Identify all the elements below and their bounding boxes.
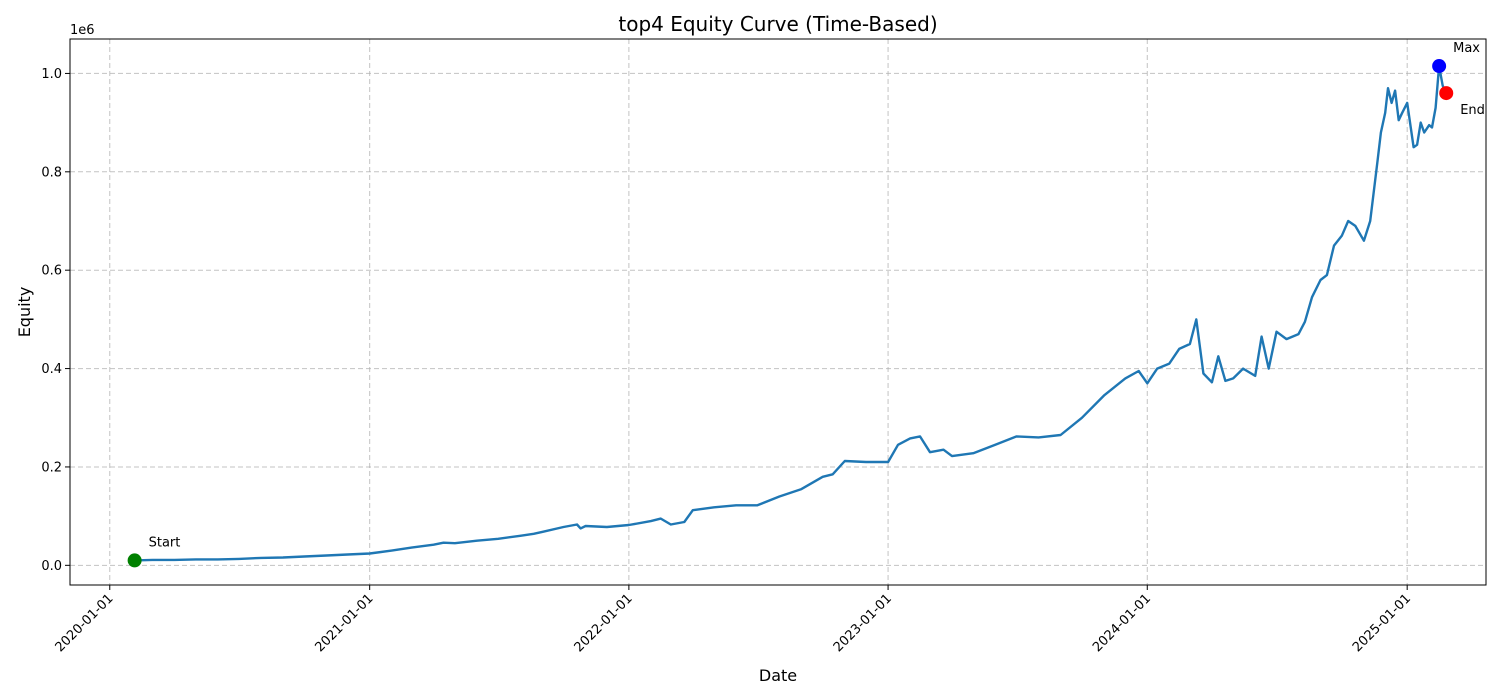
max-annotation: Max <box>1453 41 1480 56</box>
x-tick-label: 2025-01-01 <box>1350 591 1414 655</box>
chart-title: top4 Equity Curve (Time-Based) <box>618 12 937 36</box>
x-axis-label: Date <box>759 666 797 685</box>
y-tick-label: 0.2 <box>41 460 62 475</box>
x-tick-label: 2024-01-01 <box>1090 591 1154 655</box>
x-tick-label: 2021-01-01 <box>312 591 376 655</box>
axis-ticks <box>65 72 1408 590</box>
x-tick-label: 2020-01-01 <box>53 591 117 655</box>
max-marker <box>1432 59 1447 74</box>
equity-series-line <box>133 64 1448 562</box>
plot-frame <box>69 38 1487 586</box>
marker-layer <box>127 59 1454 568</box>
y-tick-label: 0.0 <box>41 559 62 574</box>
y-tick-label: 0.8 <box>41 165 62 180</box>
end-annotation: End <box>1460 103 1485 118</box>
y-axis-label: Equity <box>15 287 34 338</box>
y-tick-label: 0.4 <box>41 362 62 377</box>
x-tick-label: 2022-01-01 <box>572 591 636 655</box>
x-tick-label: 2023-01-01 <box>831 591 895 655</box>
grid-lines <box>70 39 1486 585</box>
end-marker <box>1439 86 1454 101</box>
start-marker <box>127 553 142 568</box>
series-layer <box>133 64 1448 562</box>
y-tick-label: 1.0 <box>41 67 62 82</box>
start-annotation: Start <box>149 535 181 550</box>
y-multiplier-label: 1e6 <box>70 23 95 38</box>
y-tick-label: 0.6 <box>41 264 62 279</box>
